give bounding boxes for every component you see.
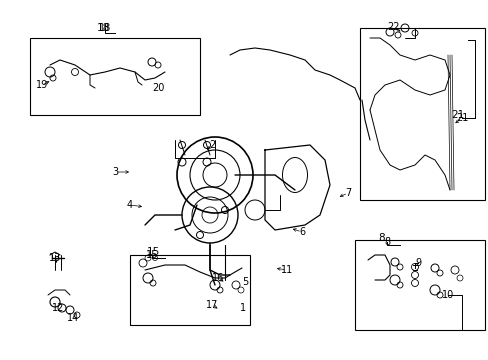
Text: 21: 21 xyxy=(450,110,464,120)
Bar xyxy=(130,255,249,325)
Text: 21: 21 xyxy=(455,113,467,123)
Text: 18: 18 xyxy=(99,23,111,33)
Text: 2: 2 xyxy=(208,140,215,150)
Text: 13: 13 xyxy=(49,253,61,263)
Text: 5: 5 xyxy=(242,277,247,287)
Text: 11: 11 xyxy=(280,265,292,275)
Text: 19: 19 xyxy=(36,80,48,90)
Text: 7: 7 xyxy=(344,188,350,198)
Bar xyxy=(354,240,484,330)
Text: 9: 9 xyxy=(414,258,420,268)
Text: 17: 17 xyxy=(205,300,218,310)
Bar xyxy=(30,38,200,115)
Ellipse shape xyxy=(282,158,307,193)
Text: 15: 15 xyxy=(146,247,159,257)
Text: 10: 10 xyxy=(441,290,453,300)
Text: 15: 15 xyxy=(145,250,158,260)
Text: 22: 22 xyxy=(386,22,398,32)
Text: 14: 14 xyxy=(67,313,79,323)
Text: 12: 12 xyxy=(52,303,64,313)
Text: 18: 18 xyxy=(96,23,109,33)
Text: 8: 8 xyxy=(378,233,385,243)
Text: 8: 8 xyxy=(383,237,389,247)
Text: 6: 6 xyxy=(298,227,305,237)
Text: 20: 20 xyxy=(151,83,164,93)
Text: 4: 4 xyxy=(127,200,133,210)
Text: 16: 16 xyxy=(211,273,224,283)
Text: 1: 1 xyxy=(240,303,245,313)
Bar xyxy=(359,28,484,200)
Text: 3: 3 xyxy=(112,167,118,177)
